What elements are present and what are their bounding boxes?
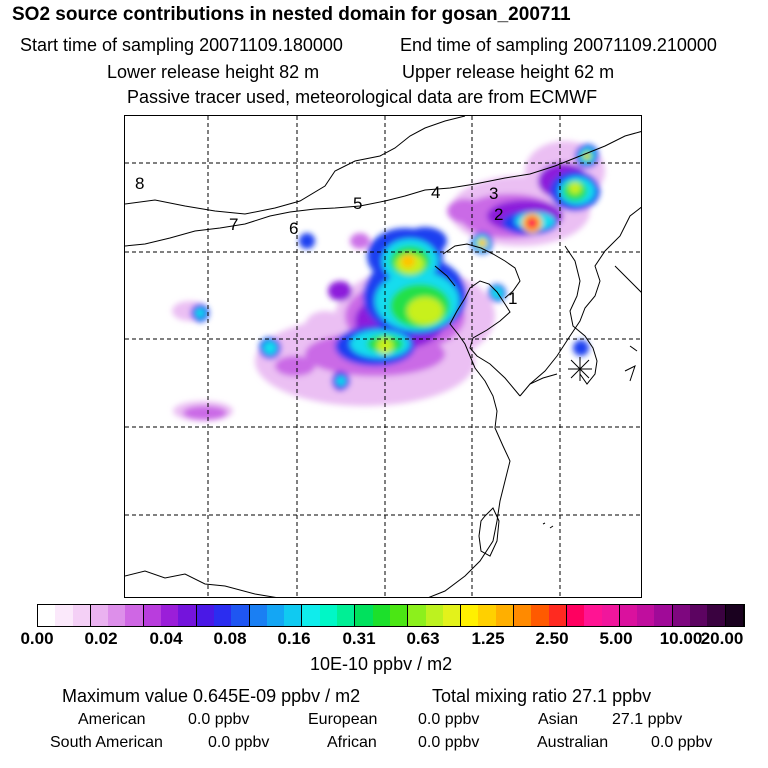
colorbar-swatch	[90, 605, 109, 626]
colorbar-tick: 0.00	[20, 629, 54, 648]
region-label-1: 1	[508, 289, 518, 308]
source-european-value: 0.0 ppbv	[418, 711, 480, 728]
source-asian-value: 27.1 ppbv	[612, 711, 683, 728]
colorbar-tick: 10.00	[659, 629, 703, 648]
colorbar-swatch	[495, 605, 515, 626]
colorbar-swatch	[389, 605, 409, 626]
region-label-5: 5	[353, 194, 363, 213]
colorbar-swatch	[548, 605, 567, 626]
colorbar-swatch	[355, 605, 373, 626]
source-american-label: American	[78, 711, 146, 728]
colorbar-swatch	[372, 605, 390, 626]
colorbar-swatch	[619, 605, 638, 626]
colorbar-tick: 0.63	[406, 629, 440, 648]
colorbar-swatch	[689, 605, 708, 626]
source-african-label: African	[327, 734, 377, 751]
colorbar-tick: 0.04	[149, 629, 183, 648]
colorbar-swatch	[72, 605, 91, 626]
colorbar-swatch	[55, 605, 73, 626]
colorbar-unit: 10E-10 ppbv / m2	[310, 654, 453, 674]
colorbar-swatch	[319, 605, 338, 626]
colorbar-swatch	[461, 605, 479, 626]
colorbar-swatch	[584, 605, 602, 626]
source-south-american-label: South American	[50, 734, 163, 751]
region-label-2: 2	[494, 205, 504, 224]
info-line: Passive tracer used, meteorological data…	[127, 87, 598, 107]
colorbar	[37, 604, 745, 627]
colorbar-swatch	[478, 605, 496, 626]
colorbar-swatch	[161, 605, 179, 626]
colorbar-swatch	[178, 605, 197, 626]
source-south-american-value: 0.0 ppbv	[208, 734, 270, 751]
colorbar-swatch	[213, 605, 232, 626]
colorbar-tick: 20.00	[700, 629, 744, 648]
colorbar-swatch	[337, 605, 356, 626]
source-australian-value: 0.0 ppbv	[651, 734, 713, 751]
region-label-7: 7	[229, 215, 239, 234]
colorbar-swatch	[266, 605, 285, 626]
colorbar-swatch	[672, 605, 690, 626]
colorbar-tick: 0.08	[213, 629, 247, 648]
lower-release-label: Lower release height 82 m	[107, 62, 320, 82]
colorbar-swatch	[249, 605, 267, 626]
colorbar-swatch	[284, 605, 303, 626]
colorbar-tick: 1.25	[471, 629, 505, 648]
colorbar-swatch	[408, 605, 426, 626]
page-title: SO2 source contributions in nested domai…	[12, 4, 571, 25]
upper-release-label: Upper release height 62 m	[402, 62, 615, 82]
source-european-label: European	[308, 711, 378, 728]
source-asian-label: Asian	[538, 711, 579, 728]
end-time-label: End time of sampling 20071109.210000	[400, 35, 717, 55]
map-canvas	[125, 116, 641, 597]
source-australian-label: Australian	[537, 734, 609, 751]
total-mixing-label: Total mixing ratio 27.1 ppbv	[432, 686, 652, 706]
max-value-label: Maximum value 0.645E-09 ppbv / m2	[62, 686, 361, 706]
region-label-3: 3	[489, 184, 499, 203]
colorbar-swatch	[637, 605, 655, 626]
colorbar-swatch	[302, 605, 320, 626]
colorbar-swatch	[425, 605, 443, 626]
source-african-value: 0.0 ppbv	[418, 734, 480, 751]
colorbar-swatch	[231, 605, 250, 626]
colorbar-tick: 0.16	[277, 629, 311, 648]
colorbar-swatch	[38, 605, 56, 626]
concentration-field	[172, 141, 605, 421]
colorbar-swatch	[442, 605, 462, 626]
colorbar-swatch	[143, 605, 162, 626]
colorbar-tick: 2.50	[535, 629, 569, 648]
colorbar-swatch	[125, 605, 144, 626]
colorbar-swatch	[514, 605, 532, 626]
colorbar-tick: 5.00	[599, 629, 633, 648]
source-american-value: 0.0 ppbv	[188, 711, 250, 728]
colorbar-swatch	[654, 605, 673, 626]
colorbar-tick: 0.31	[342, 629, 376, 648]
colorbar-swatch	[566, 605, 585, 626]
region-label-4: 4	[431, 183, 441, 202]
colorbar-swatch	[108, 605, 126, 626]
graticule	[125, 116, 641, 597]
receptor-asterisk-icon	[568, 357, 592, 381]
colorbar-tick: 0.02	[84, 629, 118, 648]
colorbar-swatch	[531, 605, 549, 626]
region-label-8: 8	[135, 174, 145, 193]
colorbar-swatch	[196, 605, 214, 626]
colorbar-swatch	[725, 605, 744, 626]
start-time-label: Start time of sampling 20071109.180000	[20, 35, 343, 55]
region-label-6: 6	[289, 219, 299, 238]
colorbar-swatch	[601, 605, 620, 626]
colorbar-swatch	[707, 605, 726, 626]
map-panel: 1 2 3 4 5 6 7 8	[124, 115, 642, 598]
